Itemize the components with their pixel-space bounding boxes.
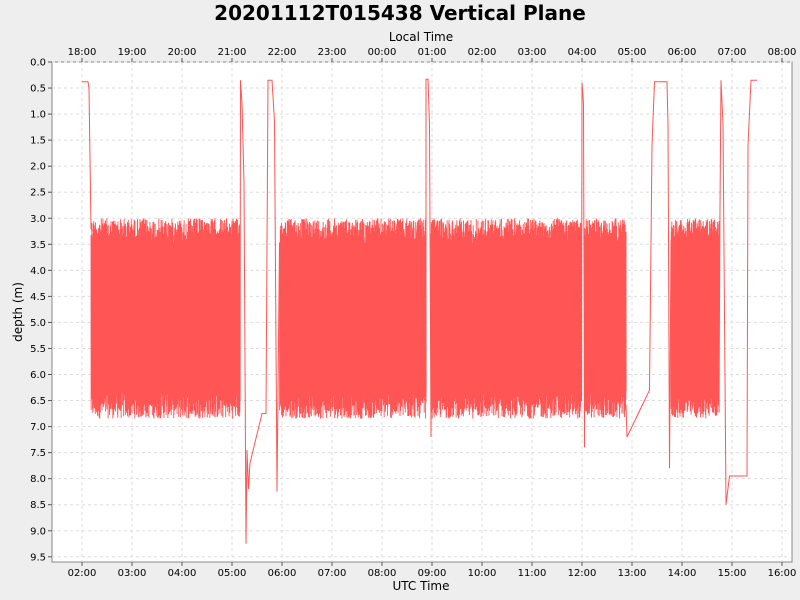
x-axis: 02:00 03:00 04:00 05:00 06:00 07:00 08:00 09:00… (68, 562, 797, 579)
x2-tick-label: 18:00 (68, 47, 97, 58)
x2-tick-label: 02:00 (468, 47, 497, 58)
x-tick-label: 11:00 (518, 568, 547, 579)
x2-tick-label: 21:00 (218, 47, 247, 58)
chart-title: 20201112T015438 Vertical Plane (214, 1, 586, 25)
y-tick-label: 5.5 (30, 344, 46, 355)
grid (52, 61, 792, 562)
x2-tick-label: 07:00 (718, 47, 747, 58)
y-tick-label: 0.0 (30, 58, 46, 69)
x2-tick-label: 03:00 (518, 47, 547, 58)
x2-tick-label: 22:00 (268, 47, 297, 58)
depth-profile-block (584, 218, 627, 419)
x-tick-label: 04:00 (168, 568, 197, 579)
x2-tick-label: 19:00 (118, 47, 147, 58)
y-tick-label: 6.5 (30, 396, 46, 407)
y-tick-label: 1.0 (30, 110, 46, 121)
x2-tick-label: 23:00 (318, 47, 347, 58)
y-tick-label: 1.5 (30, 136, 46, 147)
y-tick-label: 8.5 (30, 500, 46, 511)
x-tick-label: 09:00 (418, 568, 447, 579)
y-tick-label: 7.0 (30, 422, 46, 433)
x-tick-label: 15:00 (718, 568, 747, 579)
y-tick-label: 9.0 (30, 526, 46, 537)
depth-series-line (82, 78, 757, 544)
x-tick-label: 06:00 (268, 568, 297, 579)
x-tick-label: 10:00 (468, 568, 497, 579)
y-tick-label: 6.0 (30, 370, 46, 381)
x-tick-label: 14:00 (668, 568, 697, 579)
depth-profile-block (90, 218, 241, 419)
y-tick-label: 5.0 (30, 318, 46, 329)
depth-profile-block (279, 218, 427, 419)
y-tick-label: 2.0 (30, 162, 46, 173)
y-axis-label: depth (m) (11, 282, 25, 342)
x2-tick-label: 04:00 (568, 47, 597, 58)
y-tick-label: 8.0 (30, 474, 46, 485)
data-layer (82, 78, 757, 544)
x2-tick-label: 06:00 (668, 47, 697, 58)
x-tick-label: 03:00 (118, 568, 147, 579)
y-tick-label: 2.5 (30, 188, 46, 199)
x-tick-label: 13:00 (618, 568, 647, 579)
depth-profile-block (430, 218, 583, 419)
y-axis: 0.0 0.5 1.0 1.5 2.0 2.5 3.0 3.5 4.0 4.5 5.0 5.5 6.0 6… (30, 58, 52, 563)
y-tick-label: 7.5 (30, 448, 46, 459)
x2-tick-label: 08:00 (768, 47, 797, 58)
y-tick-label: 0.5 (30, 84, 46, 95)
x2-tick-label: 00:00 (368, 47, 397, 58)
x-tick-label: 12:00 (568, 568, 597, 579)
x2-axis: 18:00 19:00 20:00 21:00 22:00 23:00 00:00 01:00… (68, 47, 797, 62)
x2-tick-label: 01:00 (418, 47, 447, 58)
x-tick-label: 16:00 (768, 568, 797, 579)
x-tick-label: 07:00 (318, 568, 347, 579)
y-tick-label: 4.5 (30, 292, 46, 303)
y-tick-label: 4.0 (30, 266, 46, 277)
x-tick-label: 05:00 (218, 568, 247, 579)
x2-tick-label: 05:00 (618, 47, 647, 58)
x-tick-label: 02:00 (68, 568, 97, 579)
y-tick-label: 3.5 (30, 240, 46, 251)
depth-profile-block (670, 218, 720, 419)
y-tick-label: 3.0 (30, 214, 46, 225)
x2-axis-label: Local Time (389, 30, 453, 44)
x-axis-label: UTC Time (393, 579, 450, 593)
x2-tick-label: 20:00 (168, 47, 197, 58)
x-tick-label: 08:00 (368, 568, 397, 579)
y-tick-label: 9.5 (30, 552, 46, 563)
